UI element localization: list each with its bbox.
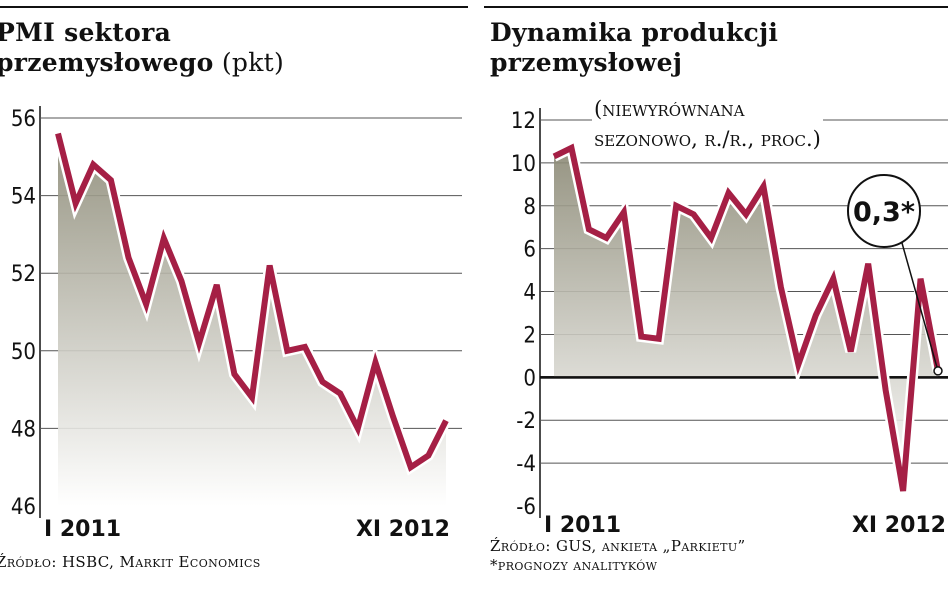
- production-chart-title: Dynamika produkcji przemysłowej: [490, 18, 779, 77]
- area-fill: [554, 147, 938, 491]
- y-tick-label: 2: [523, 323, 536, 348]
- pmi-unit: (pkt): [213, 48, 285, 77]
- y-tick-label: 46: [11, 495, 36, 520]
- y-tick-label: -2: [516, 409, 536, 434]
- pmi-title-text: PMI sektora przemysłowego: [0, 18, 214, 77]
- x-tick-label: XI 2012: [852, 513, 946, 538]
- series-line: [552, 143, 941, 492]
- y-tick-label: 50: [11, 340, 36, 365]
- production-source: Źródło: GUS, ankieta „Parkietu”: [490, 537, 746, 555]
- callout-pointer: [901, 242, 939, 372]
- y-tick-label: 6: [523, 238, 536, 263]
- top-rule: [484, 6, 948, 8]
- callout-bubble: [847, 174, 921, 248]
- last-point-marker: [933, 366, 943, 376]
- pmi-source: Źródło: HSBC, Markit Economics: [0, 553, 261, 571]
- production-footnote: *prognozy analityków: [490, 556, 658, 574]
- top-rule: [0, 6, 468, 8]
- x-tick-label: XI 2012: [356, 517, 450, 542]
- y-tick-label: 8: [523, 195, 536, 220]
- pmi-chart-title: PMI sektora przemysłowego (pkt): [0, 18, 284, 78]
- y-tick-label: 52: [11, 262, 36, 287]
- production-plot: 12 10 8 6 4 2 0 -2 -4 -6 I 2011 XI 2012 0,3*: [511, 108, 948, 538]
- x-tick-label: I 2011: [44, 517, 121, 542]
- pmi-plot: 56 54 52 50 48 46 I 2011 XI 2012: [11, 106, 462, 542]
- production-chart-panel: Dynamika produkcji przemysłowej 12 10 8 6 4 2…: [484, 0, 948, 593]
- y-tick-label: -6: [516, 495, 536, 520]
- y-tick-label: 4: [523, 281, 536, 306]
- y-tick-label: 54: [11, 185, 36, 210]
- x-tick-label: I 2011: [544, 513, 621, 538]
- y-tick-label: 56: [11, 107, 36, 132]
- y-tick-label: -4: [516, 452, 536, 477]
- y-tick-label: 48: [11, 417, 36, 442]
- y-tick-label: 12: [511, 109, 536, 134]
- production-note: (niewyrównana sezonowo, r./r., proc.): [592, 94, 823, 154]
- callout-value: 0,3*: [853, 197, 915, 228]
- y-tick-label: 10: [511, 152, 536, 177]
- y-tick-label: 0: [523, 366, 536, 391]
- series-line: [55, 132, 449, 472]
- pmi-chart-panel: PMI sektora przemysłowego (pkt) 56 54 52 50…: [0, 0, 468, 593]
